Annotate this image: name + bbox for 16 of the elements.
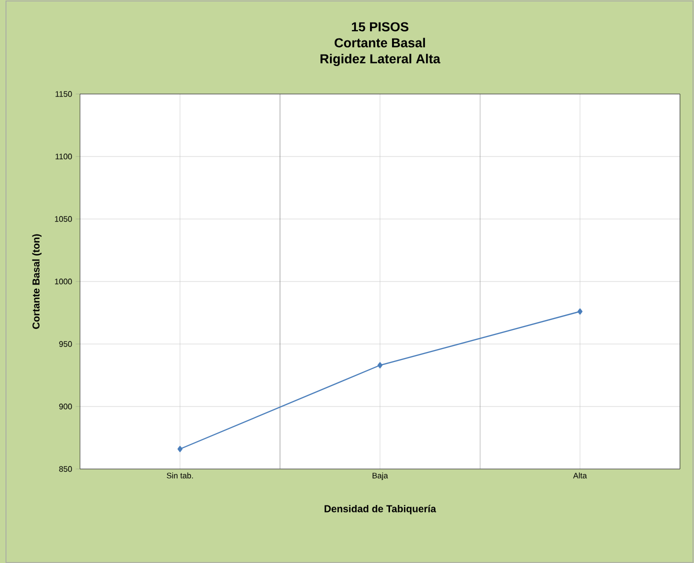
y-axis-title: Cortante Basal (ton) bbox=[32, 234, 42, 329]
y-tick-label: 900 bbox=[59, 404, 72, 410]
point bbox=[178, 446, 182, 452]
y-tick-label: 850 bbox=[59, 466, 72, 472]
y-tick-label: 1050 bbox=[55, 216, 72, 222]
x-axis-title: Densidad de Tabiquería bbox=[324, 504, 436, 514]
x-tick-label: Alta bbox=[573, 472, 587, 478]
y-tick-label: 1150 bbox=[56, 91, 72, 97]
x-tick-label: Baja bbox=[372, 472, 388, 480]
chart-title: 15 PISOS Cortante Basal Rigidez Lateral Alta bbox=[320, 22, 440, 66]
y-tick-label: 1000 bbox=[55, 278, 72, 284]
x-tick-label: Sin tab. bbox=[166, 472, 193, 478]
y-tick-label: 1100 bbox=[56, 154, 72, 160]
point bbox=[578, 308, 582, 315]
y-tick-label: 950 bbox=[59, 341, 72, 347]
point bbox=[378, 362, 382, 368]
